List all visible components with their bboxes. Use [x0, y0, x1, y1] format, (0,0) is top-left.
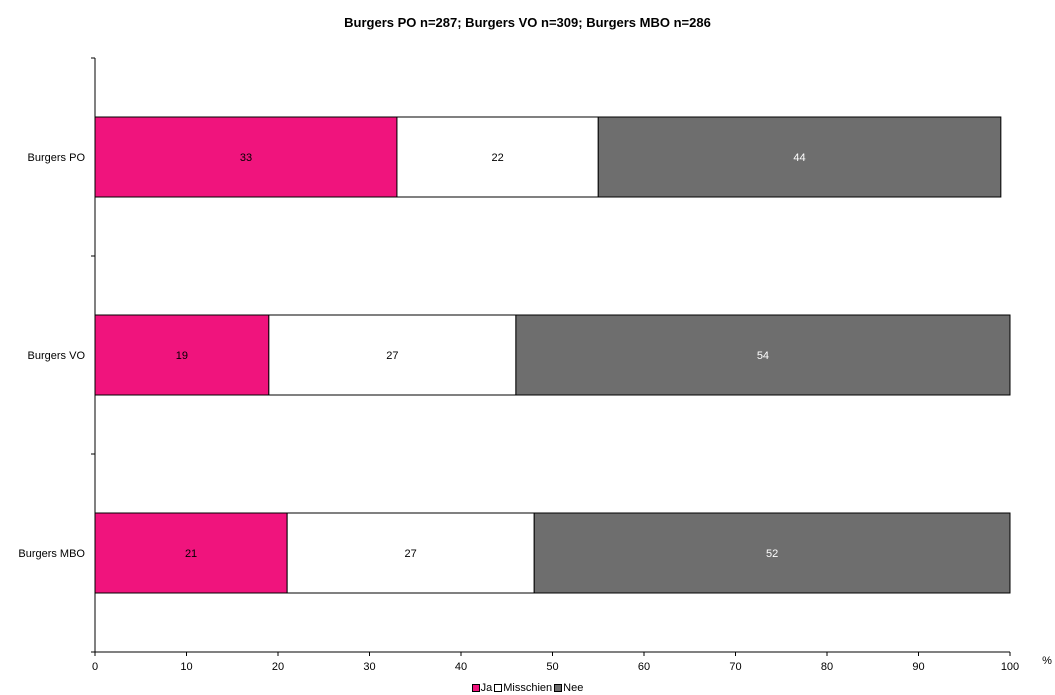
bar-nee	[515, 314, 1011, 396]
legend-swatch	[554, 684, 563, 692]
category-label: Burgers VO	[28, 350, 86, 362]
legend-item: Nee	[554, 682, 583, 694]
data-label: 22	[491, 152, 503, 164]
x-tick-label: 70	[729, 661, 741, 673]
x-tick-label: 60	[638, 661, 650, 673]
bar-ja	[94, 116, 398, 198]
bar-ja	[94, 512, 288, 594]
x-tick-label: 30	[363, 661, 375, 673]
bar-misschien	[268, 314, 517, 396]
x-tick-label: 50	[546, 661, 558, 673]
x-tick-label: 90	[912, 661, 924, 673]
data-label: 52	[766, 548, 778, 560]
legend-label: Nee	[563, 682, 584, 694]
data-label: 44	[793, 152, 805, 164]
x-tick-label: 40	[455, 661, 467, 673]
x-tick-label: 100	[1001, 661, 1019, 673]
legend: Ja Misschien Nee	[0, 682, 1055, 695]
legend-swatch	[494, 684, 503, 692]
category-label: Burgers MBO	[18, 548, 85, 560]
category-label: Burgers PO	[28, 152, 86, 164]
data-label: 21	[185, 548, 197, 560]
x-tick-label: 10	[180, 661, 192, 673]
bars	[94, 116, 1011, 594]
chart: 0 10 20 30 40 50 60 70 80 90 100 % Burgers PO Burgers…	[18, 57, 1052, 673]
bar-nee	[597, 116, 1002, 198]
data-label: 19	[176, 350, 188, 362]
x-tick-label: 80	[821, 661, 833, 673]
legend-item: Ja	[471, 682, 493, 694]
data-labels: 33 22 44 19 27 54 21 27 52	[176, 152, 806, 560]
x-tick-label: 20	[272, 661, 284, 673]
data-label: 54	[757, 350, 769, 362]
x-tick-label: 0	[92, 661, 98, 673]
legend-label: Misschien	[503, 682, 553, 694]
legend-label: Ja	[480, 682, 493, 694]
bar-misschien	[286, 512, 535, 594]
legend-item: Misschien	[494, 682, 552, 694]
data-label: 27	[405, 548, 417, 560]
data-label: 33	[240, 152, 252, 164]
bar-misschien	[396, 116, 599, 198]
bar-nee	[533, 512, 1011, 594]
chart-title: Burgers PO n=287; Burgers VO n=309; Burg…	[344, 15, 711, 30]
legend-swatch	[471, 684, 480, 692]
data-label: 27	[386, 350, 398, 362]
x-axis-label: %	[1042, 655, 1052, 667]
bar-ja	[94, 314, 270, 396]
